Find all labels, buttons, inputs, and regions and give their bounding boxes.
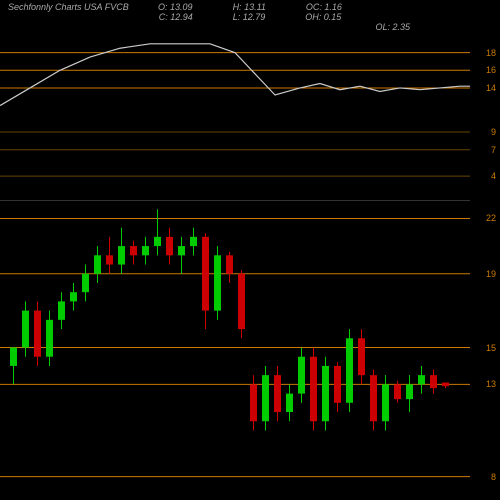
lower-y-label: 13 xyxy=(486,379,496,389)
upper-line-chart xyxy=(0,35,470,185)
upper-y-label: 4 xyxy=(491,171,496,181)
upper-y-label: 14 xyxy=(486,83,496,93)
upper-indicator-panel xyxy=(0,35,470,185)
lower-y-label: 19 xyxy=(486,269,496,279)
candlestick-panel xyxy=(0,200,470,495)
ohlc-header: O: 13.09 H: 13.11 OC: 1.16 C: 12.94 L: 1… xyxy=(60,2,440,32)
lower-y-label: 15 xyxy=(486,343,496,353)
upper-y-label: 7 xyxy=(491,145,496,155)
upper-y-label: 18 xyxy=(486,48,496,58)
lower-y-label: 22 xyxy=(486,213,496,223)
upper-y-label: 9 xyxy=(491,127,496,137)
stat-ol: OL: 2.35 xyxy=(375,22,410,32)
upper-y-label: 16 xyxy=(486,65,496,75)
stat-low: L: 12.79 xyxy=(233,12,266,22)
lower-y-label: 8 xyxy=(491,472,496,482)
stat-open: O: 13.09 xyxy=(158,2,193,12)
candlestick-chart xyxy=(0,200,470,495)
stat-oh: OH: 0.15 xyxy=(305,12,341,22)
stat-oc: OC: 1.16 xyxy=(306,2,342,12)
stat-close: C: 12.94 xyxy=(159,12,193,22)
stat-high: H: 13.11 xyxy=(233,2,266,12)
